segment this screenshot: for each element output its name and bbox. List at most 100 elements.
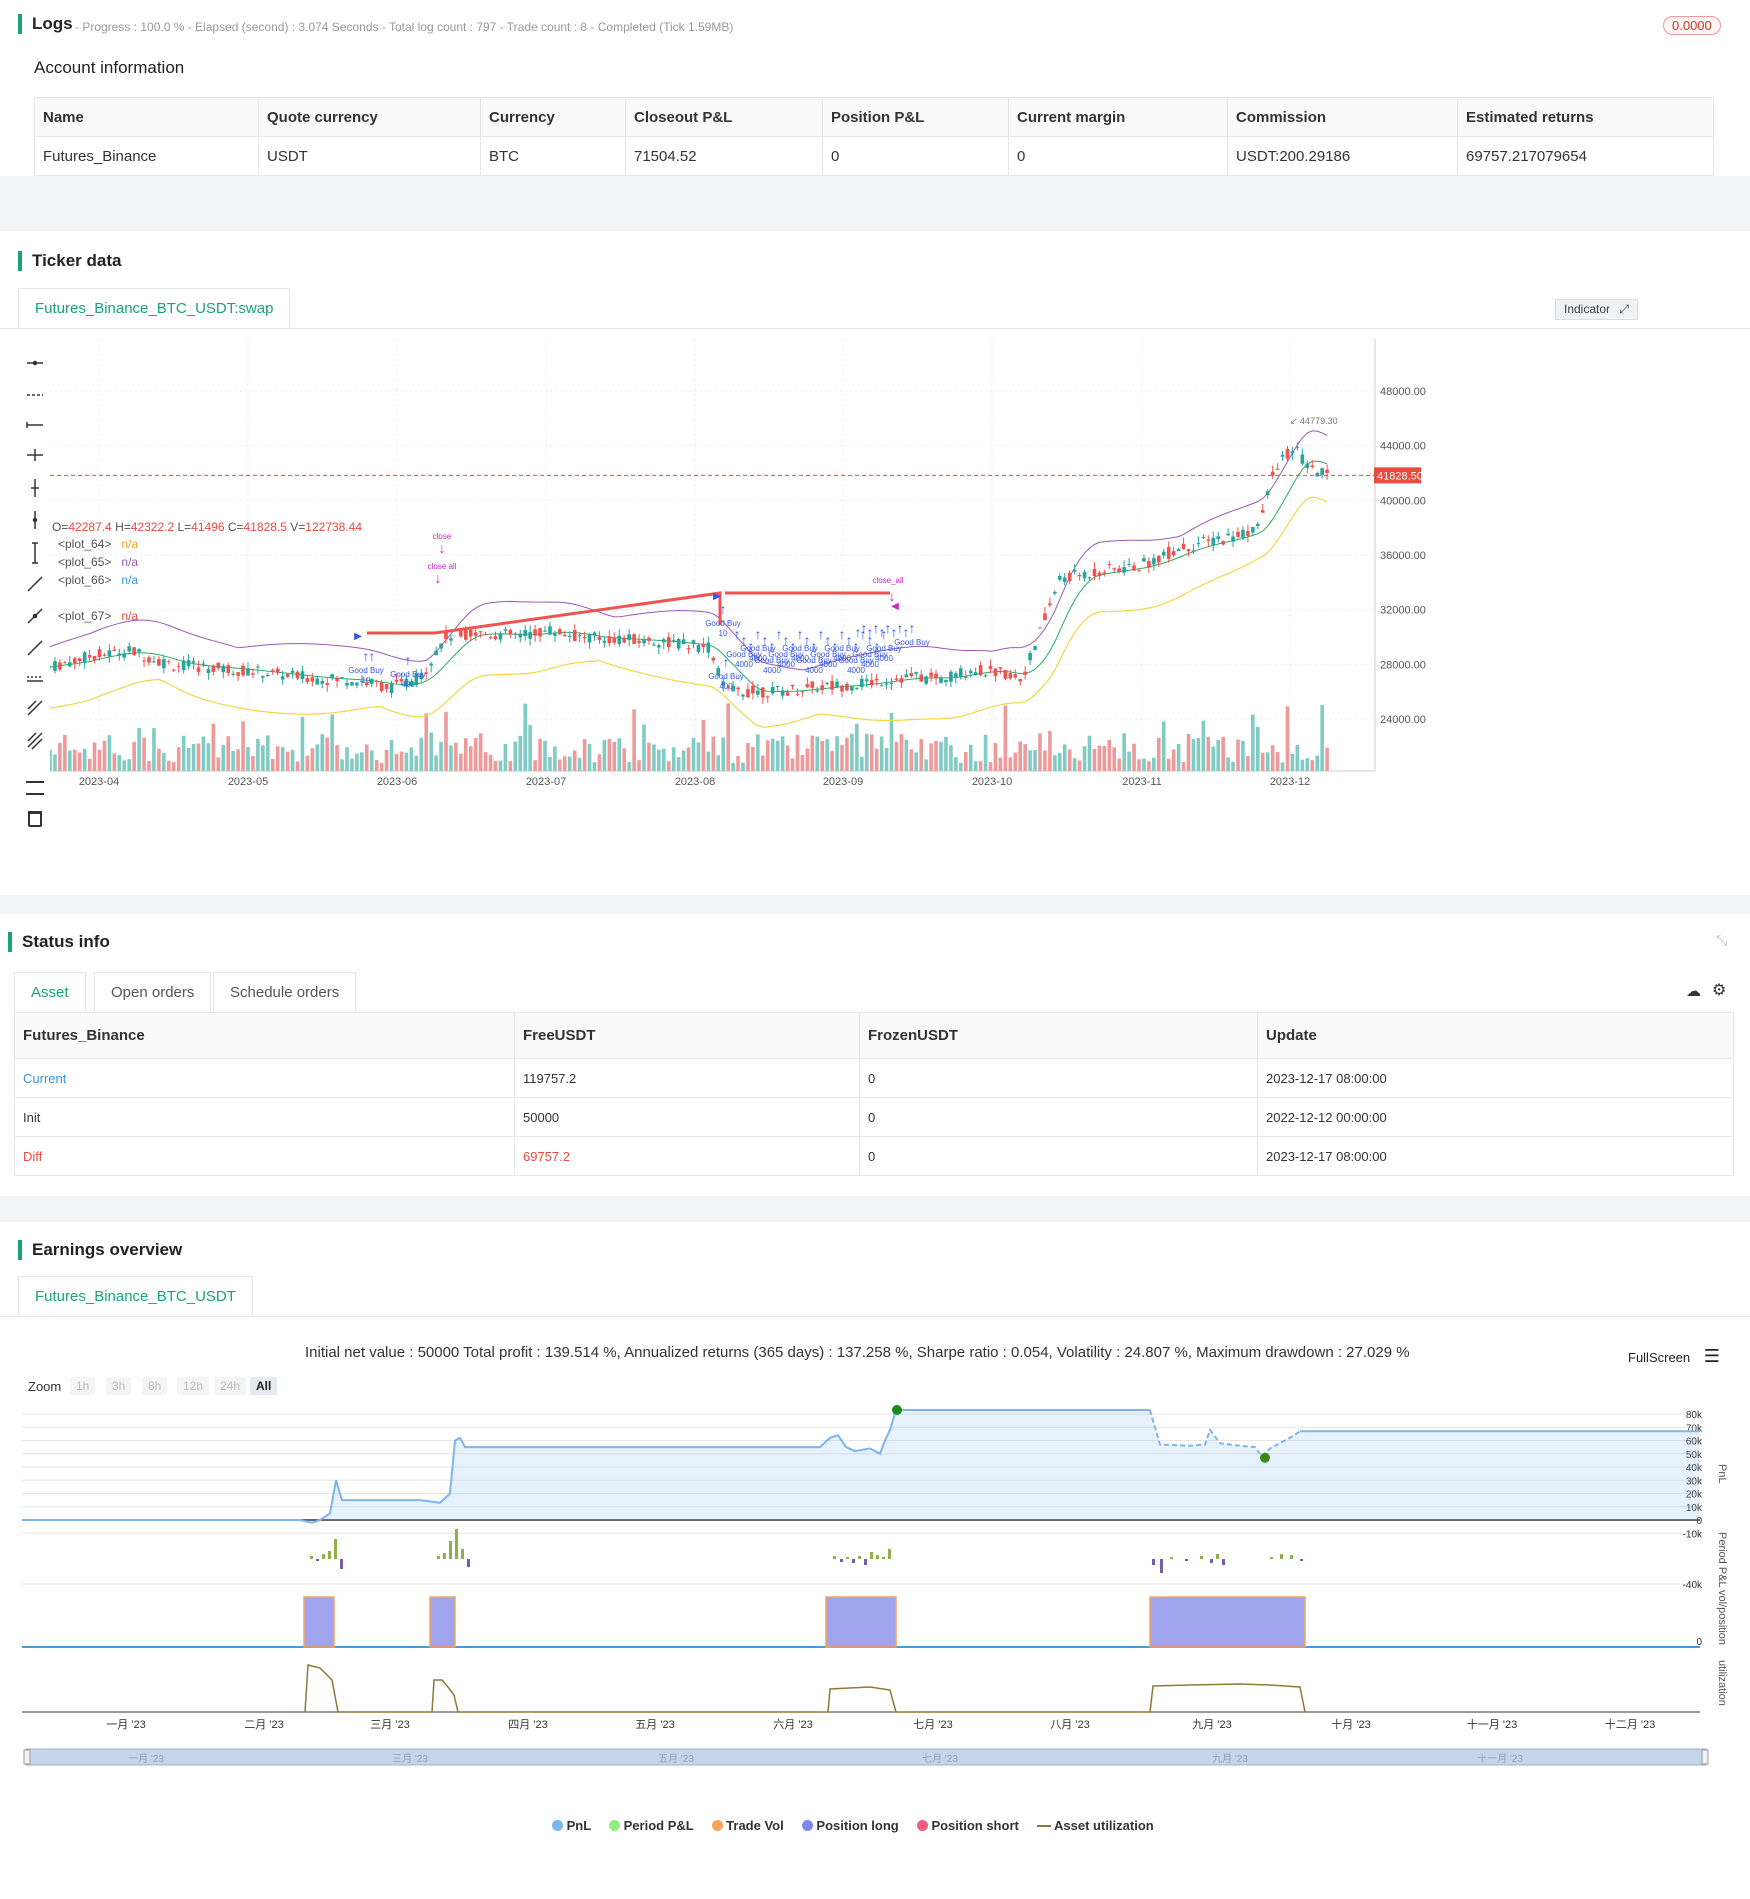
navigator[interactable]: 一月 '23 三月 '23 五月 '23 七月 '23 九月 '23 十一月 '23 (23, 1748, 1709, 1766)
cell-current-margin: 0 (1008, 136, 1228, 176)
cell-update: 2023-12-17 08:00:00 (1257, 1058, 1734, 1098)
candle-body (1256, 523, 1260, 527)
zoom-3h-button[interactable]: 3h (106, 1377, 132, 1395)
legend-period-pnl[interactable]: Period P&L (609, 1818, 693, 1833)
candle-body (404, 678, 409, 687)
volume-bar (632, 709, 636, 771)
period-pnl-bar (1216, 1554, 1219, 1559)
candle-body (909, 673, 914, 677)
candle-body (1062, 577, 1067, 583)
cloud-icon[interactable]: ☁ (1686, 983, 1701, 1000)
legend-pnl[interactable]: PnL (552, 1818, 591, 1833)
date-tick-label: 2023-07 (526, 776, 566, 788)
candle-body (1290, 451, 1295, 454)
col-commission: Commission (1227, 97, 1458, 137)
candle-body (622, 637, 626, 643)
fullscreen-button[interactable]: FullScreen ☰ (1628, 1346, 1720, 1367)
earnings-chart[interactable]: 80k 70k 60k 50k 40k 30k 20k 10k 0 -10k PnL -40k Per… (0, 1402, 1750, 1899)
candle-body (805, 684, 810, 688)
period-pnl-bar (888, 1549, 891, 1559)
volume-bar (374, 759, 379, 771)
buy-arrow: ↑ (762, 632, 769, 648)
pnl-drawdown-line (1149, 1409, 1301, 1458)
candle-body (1161, 551, 1166, 556)
gear-icon[interactable]: ⚙ (1712, 982, 1727, 999)
tab-earnings-symbol[interactable]: Futures_Binance_BTC_USDT (18, 1276, 253, 1316)
volume-bar (176, 747, 181, 771)
period-pnl-bar (316, 1559, 319, 1561)
zoom-1h-button[interactable]: 1h (70, 1377, 96, 1395)
candle-body (1033, 646, 1037, 651)
month-tick-label: 九月 '23 (1192, 1718, 1231, 1731)
collapse-icon[interactable]: ⤡ (1716, 932, 1728, 948)
buy-arrow: ↑ (741, 632, 748, 648)
indicator-button[interactable]: Indicator ⤢ (1555, 299, 1638, 320)
volume-bar (637, 760, 641, 771)
volume-bar (206, 743, 211, 771)
ruler-icon[interactable] (26, 781, 44, 795)
tab-schedule-orders[interactable]: Schedule orders (213, 972, 357, 1012)
candle-body (1127, 563, 1131, 566)
date-tick-label: 2023-04 (79, 776, 119, 788)
candle-body (1023, 671, 1027, 675)
volume-bar (533, 760, 537, 771)
legend-asset-utilization[interactable]: Asset utilization (1036, 1818, 1154, 1833)
pnl-tick-label: 10k (1686, 1503, 1703, 1514)
zoom-all-button[interactable]: All (250, 1377, 278, 1395)
menu-icon[interactable]: ☰ (1703, 1346, 1720, 1366)
buy-arrow: ↑ (839, 626, 846, 642)
period-pnl-bar (833, 1556, 836, 1559)
tab-asset[interactable]: Asset (14, 972, 86, 1012)
plot-67-name: <plot_67> (58, 609, 112, 623)
ohlc-h-label: H= (111, 520, 131, 534)
volume-bar (1147, 761, 1151, 771)
pnl-tick-label: 70k (1686, 1423, 1703, 1434)
row-label-current[interactable]: Current (14, 1058, 515, 1098)
volume-bar (1112, 747, 1117, 771)
candle-body (785, 692, 790, 696)
legend-trade-vol[interactable]: Trade Vol (711, 1818, 784, 1833)
legend-position-short[interactable]: Position short (916, 1818, 1019, 1833)
legend-position-long[interactable]: Position long (801, 1818, 899, 1833)
candle-body (384, 684, 389, 690)
candle-body (642, 639, 646, 644)
candle-body (483, 634, 488, 636)
expand-icon[interactable]: ⤢ (1619, 302, 1629, 316)
volume-bar (1023, 744, 1027, 771)
volume-bar (1157, 737, 1161, 771)
volume-bar (444, 711, 448, 771)
legend-pnl-label: PnL (566, 1818, 591, 1833)
volume-bar (721, 737, 725, 771)
volume-bar (483, 752, 488, 771)
buy-arrow: ↑ (897, 620, 904, 636)
navigator-month-label: 十一月 '23 (1477, 1752, 1523, 1765)
zoom-12h-button[interactable]: 12h (177, 1377, 210, 1395)
buy-arrow: ↑ (860, 626, 867, 642)
volume-bar (424, 713, 428, 771)
date-tick-label: 2023-08 (675, 776, 715, 788)
volume-bar (567, 756, 572, 771)
logs-badge[interactable]: 0.0000 (1663, 16, 1721, 35)
trash-icon[interactable] (28, 811, 42, 827)
volume-bar (1275, 752, 1280, 771)
candle-body (696, 645, 701, 653)
tab-open-orders[interactable]: Open orders (94, 972, 212, 1012)
buy-arrow: ↑ (369, 648, 376, 664)
buy-arrow: ↑ (853, 638, 860, 654)
zoom-24h-button[interactable]: 24h (214, 1377, 247, 1395)
pnl-line (22, 1409, 1150, 1524)
volume-bar (275, 746, 280, 771)
candle-body (1107, 564, 1112, 566)
candle-body (790, 684, 795, 687)
legend-position-long-dot (801, 1820, 813, 1831)
candle-body (1310, 465, 1315, 468)
period-pnl-bar (334, 1539, 337, 1559)
tab-ticker-symbol[interactable]: Futures_Binance_BTC_USDT:swap (18, 288, 291, 328)
buy-arrow: ↑ (363, 648, 370, 664)
plot-64-value: n/a (121, 537, 139, 551)
buy-qty-label: 4000 (791, 654, 809, 663)
zoom-8h-button[interactable]: 8h (142, 1377, 168, 1395)
drawing-tools-icons[interactable] (22, 351, 48, 771)
volume-bar (201, 736, 206, 771)
